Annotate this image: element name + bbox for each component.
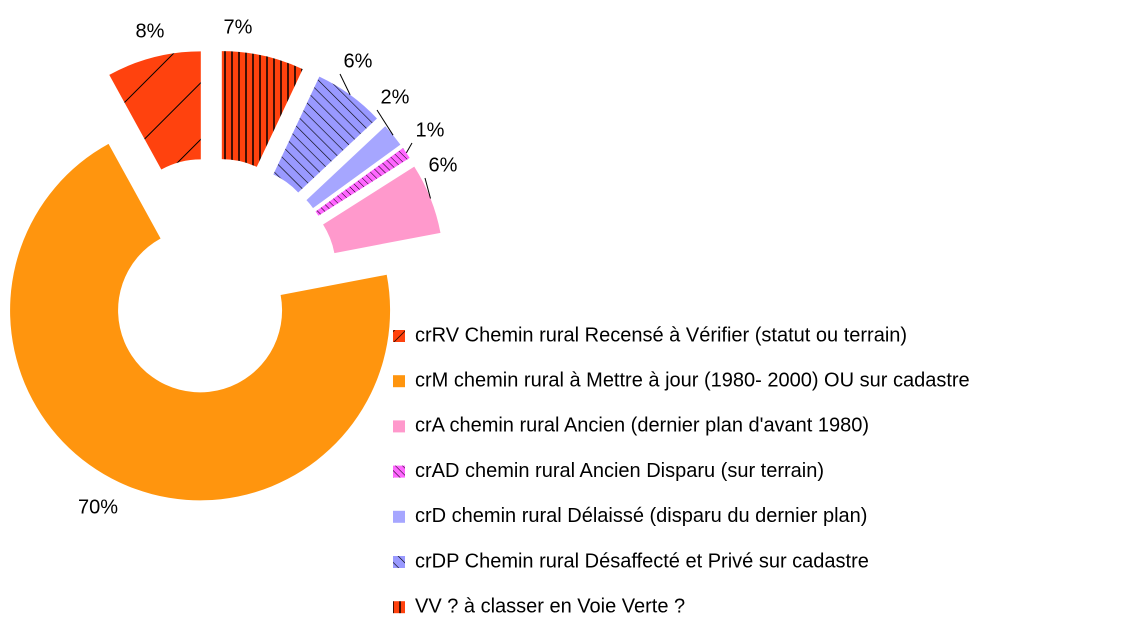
legend-label: VV ? à classer en Voie Verte ?: [415, 595, 685, 617]
data-label: 70%: [78, 496, 118, 518]
legend-label: crM chemin rural à Mettre à jour (1980- …: [415, 369, 970, 391]
leader-line: [405, 142, 413, 154]
data-label: 7%: [224, 16, 253, 38]
data-label: 1%: [416, 119, 445, 141]
legend-swatch: [393, 601, 405, 614]
leader-line: [424, 177, 431, 199]
legend-swatch: [393, 330, 405, 342]
data-label: 6%: [429, 154, 458, 176]
data-label: 8%: [136, 20, 165, 42]
donut-slice: [221, 51, 303, 167]
donut-slice: [306, 126, 401, 209]
donut-slice: [109, 51, 201, 170]
donut-slice: [273, 76, 377, 193]
data-label: 2%: [381, 86, 410, 108]
legend-label: crD chemin rural Délaissé (disparu du de…: [415, 505, 867, 527]
leader-line: [376, 109, 394, 136]
legend-label: crRV Chemin rural Recensé à Vérifier (st…: [415, 324, 907, 346]
legend-swatch: [393, 375, 405, 388]
leader-line: [339, 73, 351, 96]
legend-label: crA chemin rural Ancien (dernier plan d'…: [415, 415, 869, 437]
donut-slice: [10, 143, 391, 501]
legend-swatch: [393, 556, 405, 568]
donut-slice: [315, 148, 410, 216]
legend-swatch: [393, 420, 405, 433]
legend-swatch: [393, 510, 405, 523]
legend-label: crAD chemin rural Ancien Disparu (sur te…: [415, 460, 824, 482]
data-label: 6%: [344, 50, 373, 72]
legend-swatch: [393, 465, 405, 478]
donut-slice: [323, 166, 441, 254]
legend-label: crDP Chemin rural Désaffecté et Privé su…: [415, 550, 869, 572]
